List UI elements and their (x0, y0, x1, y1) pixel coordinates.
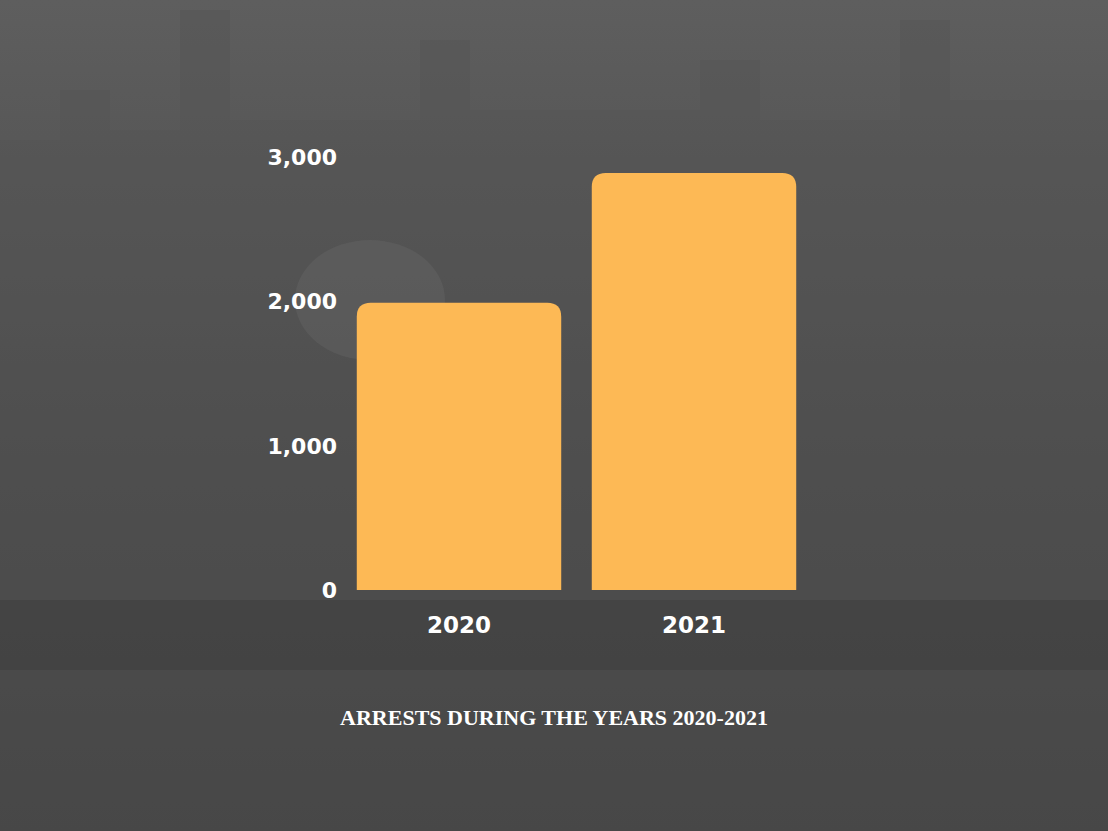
x-tick-label: 2020 (427, 612, 491, 638)
y-tick-label: 0 (322, 578, 337, 603)
background (0, 0, 1108, 831)
x-tick-label: 2021 (662, 612, 726, 638)
y-tick-label: 1,000 (267, 434, 337, 459)
y-tick-label: 2,000 (267, 289, 337, 314)
bar (357, 303, 561, 590)
chart: 0 1,000 2,000 3,000 2020 2021 ARRESTS DURING T… (0, 0, 1108, 831)
bars (357, 173, 796, 590)
background-skyline (0, 10, 1108, 831)
chart-title: ARRESTS DURING THE YEARS 2020-2021 (340, 705, 768, 730)
bar (592, 173, 796, 590)
y-tick-label: 3,000 (267, 145, 337, 170)
background-wall (0, 600, 1108, 670)
